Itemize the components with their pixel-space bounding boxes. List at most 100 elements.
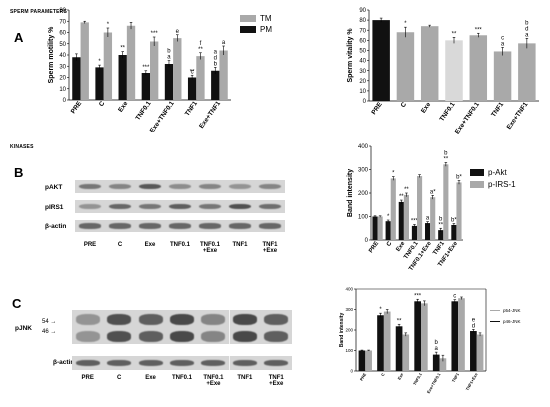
y-axis-label: Sperm motility %: [48, 26, 55, 84]
blot-band: [138, 183, 162, 190]
significance-annotation: c: [191, 69, 194, 75]
bar-p46-JNK-Exe+TNF0.1: [432, 354, 440, 371]
blot-band: [138, 314, 163, 325]
blot-band: [78, 203, 102, 210]
significance-annotation: b*: [456, 175, 462, 181]
significance-annotation: d: [214, 55, 217, 61]
blot-band: [201, 314, 226, 325]
significance-annotation: e: [176, 29, 180, 35]
x-tick-label: TNF1: [451, 371, 461, 383]
significance-annotation: b: [167, 49, 171, 55]
bar-p-Akt-TNF0.1: [411, 225, 417, 240]
blot-strip: [75, 220, 285, 232]
blot-band: [138, 359, 163, 367]
blot-lane-separator: [229, 356, 231, 370]
bar-PM-TNF1: [187, 77, 197, 100]
bar-p46-JNK-Exe: [395, 326, 403, 371]
bar-p-IRS-1-TNF1+Exe: [456, 182, 462, 240]
panel-label-a: A: [14, 30, 24, 45]
blot-band: [108, 223, 132, 229]
bar-PM-Exe: [118, 55, 127, 100]
blot-band: [107, 314, 132, 325]
x-tick-label: PRE: [359, 372, 368, 382]
motility-legend: TM PM: [240, 14, 272, 34]
significance-annotation: ***: [414, 293, 422, 299]
y-tick-label: 0: [365, 238, 369, 244]
lane-label: TNF0.1 +Exe: [203, 375, 224, 387]
blot-b-row-label-pirs1: pIRS1: [45, 204, 64, 211]
y-tick-label: 300: [358, 168, 369, 174]
blot-c-marker-46: 46 →: [42, 329, 57, 335]
blot-band: [107, 359, 132, 367]
bar-TM-PRE: [80, 22, 89, 100]
blot-b-lane-labels: PRE C Exe TNF0.1 TNF0.1 +Exe TNF1 TNF1 +Exe: [75, 242, 285, 262]
significance-annotation: **: [120, 46, 125, 52]
significance-annotation: ***: [475, 27, 483, 33]
significance-annotation: e: [472, 317, 476, 323]
bar-value-TNF0.1: [445, 40, 463, 101]
bar-value-C: [396, 32, 415, 101]
x-tick-label: TNF1+Exe: [465, 371, 479, 391]
lane-label: PRE: [81, 375, 94, 381]
blot-band: [228, 183, 252, 190]
blot-band: [264, 314, 289, 325]
y-tick-label: 60: [359, 38, 366, 44]
x-tick-label: Exe+TNF0.1: [454, 101, 481, 136]
significance-annotation: b: [435, 340, 439, 346]
significance-annotation: a: [501, 41, 505, 47]
bar-p-IRS-1-TNF0.1+Exe: [430, 197, 436, 240]
legend-label-pakt: p-Akt: [488, 168, 507, 177]
blot-band: [138, 223, 162, 229]
significance-annotation: **: [452, 31, 457, 37]
blot-c-strips: [72, 310, 292, 372]
x-tick-label: Exe+TNF0.1: [149, 100, 176, 132]
significance-annotation: **: [444, 156, 449, 162]
bar-p-IRS-1-PRE: [377, 216, 383, 240]
significance-annotation: d: [525, 26, 528, 32]
y-tick-label: 80: [359, 18, 366, 24]
jnk-legend: p54-JNK p46-JNK: [490, 308, 521, 324]
significance-annotation: f: [200, 41, 202, 47]
legend-swatch-p54: [490, 309, 500, 312]
blot-b-row-label-actin: β-actin: [45, 223, 67, 230]
jnk-band-intensity-chart: 0 100 200 300 400 Band intensity PRE * C ** Exe ***…: [339, 287, 487, 394]
x-tick-label: TNF1: [490, 101, 505, 119]
bar-PM-Exe+TNF1: [211, 70, 220, 100]
bar-TM-TNF0.1: [150, 41, 159, 100]
blot-band: [75, 331, 100, 342]
blot-strip: [75, 200, 285, 213]
bar-TM-Exe: [126, 25, 136, 100]
legend-swatch-tm: [240, 15, 256, 22]
blot-band: [138, 203, 162, 210]
significance-annotation: a*: [430, 189, 436, 195]
kinases-heading: KINASES: [10, 144, 34, 150]
legend-label-p54: p54-JNK: [503, 308, 521, 313]
lane-label: TNF0.1 +Exe: [199, 242, 220, 254]
x-tick-label: C: [386, 240, 394, 248]
x-tick-label: Exe: [395, 240, 406, 253]
x-tick-label: Exe+TNF0.1: [426, 371, 442, 394]
significance-annotation: **: [438, 222, 443, 228]
significance-annotation: **: [190, 69, 195, 75]
y-tick-label: 40: [59, 53, 66, 59]
y-tick-label: 80: [59, 8, 66, 14]
bar-p54-JNK-TNF0.1: [421, 303, 428, 371]
bar-p-Akt-TNF1: [438, 230, 444, 240]
legend-label-p46: p46-JNK: [503, 319, 521, 324]
significance-annotation: *: [107, 22, 110, 28]
lane-label: Exe: [144, 242, 156, 248]
blot-band: [232, 359, 257, 367]
lane-label: Exe: [145, 375, 156, 381]
blot-band: [168, 203, 192, 210]
significance-annotation: ***: [151, 31, 159, 37]
significance-annotation: b: [444, 150, 448, 156]
lane-label: TNF1 +Exe: [268, 375, 284, 387]
legend-swatch-pirs1: [470, 181, 484, 188]
lane-label: PRE: [83, 242, 97, 248]
bar-p-Akt-C: [385, 221, 391, 240]
bar-p46-JNK-TNF0.1: [414, 301, 421, 371]
bar-p46-JNK-PRE: [358, 350, 366, 371]
y-tick-label: 100: [358, 215, 369, 221]
x-tick-label: C: [98, 100, 107, 108]
y-tick-label: 10: [359, 89, 366, 95]
